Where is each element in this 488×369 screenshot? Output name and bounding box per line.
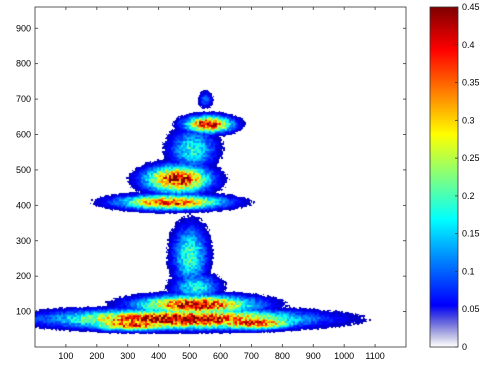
colorbar-tick-label: 0.2 xyxy=(462,191,475,201)
colorbar-tick-label: 0.3 xyxy=(462,115,475,125)
colorbar-tick-label: 0.05 xyxy=(462,304,480,314)
colorbar-frame xyxy=(429,6,459,348)
y-tick-label: 100 xyxy=(16,307,31,317)
x-tick-label: 1000 xyxy=(334,351,354,361)
colorbar-tick-label: 0 xyxy=(462,342,467,352)
x-tick-label: 900 xyxy=(306,351,321,361)
y-tick-label: 900 xyxy=(16,23,31,33)
x-tick-label: 200 xyxy=(89,351,104,361)
colorbar-tick-label: 0.1 xyxy=(462,266,475,276)
colorbar-tick-label: 0.45 xyxy=(462,2,480,12)
colorbar-tick-label: 0.4 xyxy=(462,40,475,50)
y-tick-label: 500 xyxy=(16,165,31,175)
y-tick-label: 200 xyxy=(16,271,31,281)
x-tick-label: 800 xyxy=(275,351,290,361)
x-tick-label: 1100 xyxy=(365,351,384,361)
x-tick-label: 600 xyxy=(213,351,228,361)
y-tick-label: 800 xyxy=(16,59,31,69)
y-tick-label: 600 xyxy=(16,130,31,140)
colorbar-gradient xyxy=(430,7,458,347)
x-tick-label: 500 xyxy=(182,351,197,361)
y-tick-label: 300 xyxy=(16,236,31,246)
x-tick-label: 400 xyxy=(151,351,166,361)
colorbar-tick-label: 0.15 xyxy=(462,229,480,239)
y-tick-label: 400 xyxy=(16,200,31,210)
x-tick-label: 100 xyxy=(58,351,73,361)
y-axis: 100 200 300 400 500 600 700 800 900 xyxy=(16,23,406,317)
x-tick-label: 300 xyxy=(120,351,135,361)
colorbar-tick-label: 0.35 xyxy=(462,78,480,88)
x-tick-label: 700 xyxy=(244,351,259,361)
x-axis: 100 200 300 400 500 600 700 800 900 1000 1100 xyxy=(58,7,385,361)
colorbar-tick-label: 0.25 xyxy=(462,153,480,163)
colorbar-axis: 0 0.05 0.1 0.15 0.2 0.25 0.3 0.35 0.4 0.45 xyxy=(455,2,480,352)
heatmap-image xyxy=(35,7,406,347)
y-tick-label: 700 xyxy=(16,94,31,104)
